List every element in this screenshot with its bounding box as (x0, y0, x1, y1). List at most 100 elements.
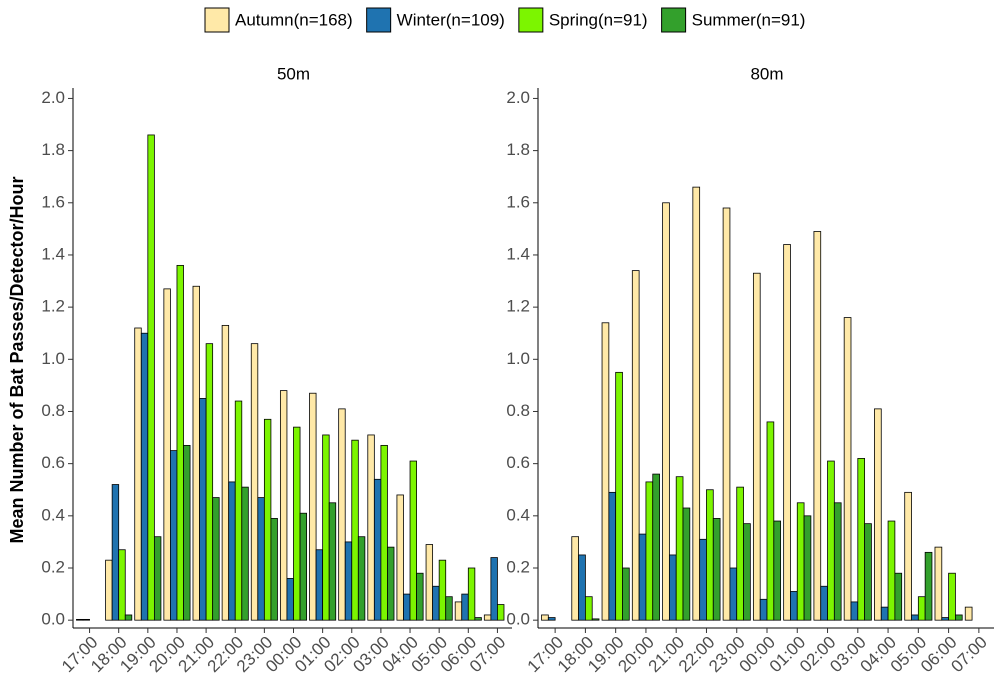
bar (338, 408, 346, 621)
bar (445, 596, 453, 621)
bar (766, 421, 775, 621)
bar (309, 392, 317, 621)
bar (541, 614, 549, 621)
bar (409, 460, 417, 621)
bar (662, 202, 670, 621)
y-tick-label: 1.2 (506, 297, 530, 316)
bar (192, 285, 200, 621)
bar (585, 596, 593, 621)
y-tick-label: 1.4 (41, 244, 65, 263)
bar (315, 549, 324, 621)
bar (638, 533, 647, 621)
bar (736, 486, 744, 621)
bar (904, 491, 912, 621)
y-tick-label: 0.0 (41, 610, 65, 629)
bar (454, 601, 463, 621)
y-tick-label: 1.8 (41, 140, 65, 159)
bar (176, 264, 184, 621)
bar (820, 585, 828, 621)
bar (682, 507, 691, 621)
bar (796, 502, 805, 621)
bar (578, 554, 586, 621)
bar (955, 614, 963, 621)
bar (894, 572, 903, 621)
panel-title: 50m (277, 64, 310, 83)
bar (170, 450, 178, 621)
bar (212, 497, 220, 621)
bar (490, 557, 498, 621)
bar (357, 536, 366, 621)
panel-title: 80m (750, 64, 783, 83)
bar (601, 322, 610, 621)
bar (241, 486, 249, 621)
y-tick-label: 1.2 (41, 297, 65, 316)
bar (833, 502, 842, 621)
y-axis-label: Mean Number of Bat Passes/Detector/Hour (7, 176, 27, 543)
bar (134, 327, 142, 621)
bar (547, 617, 556, 621)
bar (205, 343, 214, 621)
bar (864, 523, 872, 621)
bar (234, 400, 243, 621)
bar (706, 489, 714, 621)
y-tick-label: 0.6 (41, 453, 65, 472)
x-tick-label: 07:00 (947, 633, 991, 677)
y-tick-label: 0.4 (41, 505, 65, 524)
legend-label: Spring(n=91) (549, 10, 648, 29)
bar (483, 614, 492, 621)
bar (813, 231, 822, 621)
bar (857, 458, 866, 621)
legend-swatch (518, 7, 544, 33)
bar (416, 572, 424, 621)
bar (118, 549, 126, 621)
bar (270, 518, 278, 621)
bar (608, 491, 617, 621)
y-tick-label: 0.8 (41, 401, 65, 420)
bar (712, 518, 721, 621)
bar (948, 572, 956, 621)
bar (850, 601, 859, 621)
bar (299, 512, 308, 621)
bar (199, 398, 207, 621)
bar (76, 618, 84, 621)
bar (322, 434, 330, 621)
bar (652, 473, 660, 621)
legend-swatch (366, 7, 392, 33)
bar (163, 288, 171, 621)
bar (622, 567, 630, 621)
bar (874, 408, 882, 621)
bar (474, 617, 482, 621)
bar (82, 618, 90, 621)
bar (344, 541, 353, 621)
bar (911, 614, 919, 621)
y-tick-label: 0.2 (506, 557, 530, 576)
legend-swatch (661, 7, 687, 33)
bar (279, 390, 288, 621)
bar (373, 478, 382, 621)
bar (752, 272, 761, 621)
y-tick-label: 0.0 (506, 610, 530, 629)
bar (880, 606, 889, 621)
bar (425, 544, 434, 621)
bar (759, 598, 768, 621)
bar (783, 244, 791, 621)
bar (263, 418, 272, 621)
bar (387, 546, 395, 621)
bar (887, 520, 896, 621)
y-tick-label: 0.6 (506, 453, 530, 472)
bar (934, 546, 943, 621)
bar (964, 606, 973, 621)
bar (827, 460, 835, 621)
y-tick-label: 1.6 (506, 192, 530, 211)
bar (257, 497, 265, 621)
bar (228, 481, 236, 621)
bar (403, 593, 411, 621)
y-tick-label: 1.4 (506, 244, 530, 263)
y-tick-label: 1.0 (506, 349, 530, 368)
bar (645, 481, 654, 621)
bar (250, 343, 259, 621)
bar (380, 444, 388, 621)
legend-label: Summer(n=91) (692, 10, 806, 29)
y-tick-label: 0.4 (506, 505, 530, 524)
bar (467, 567, 476, 621)
